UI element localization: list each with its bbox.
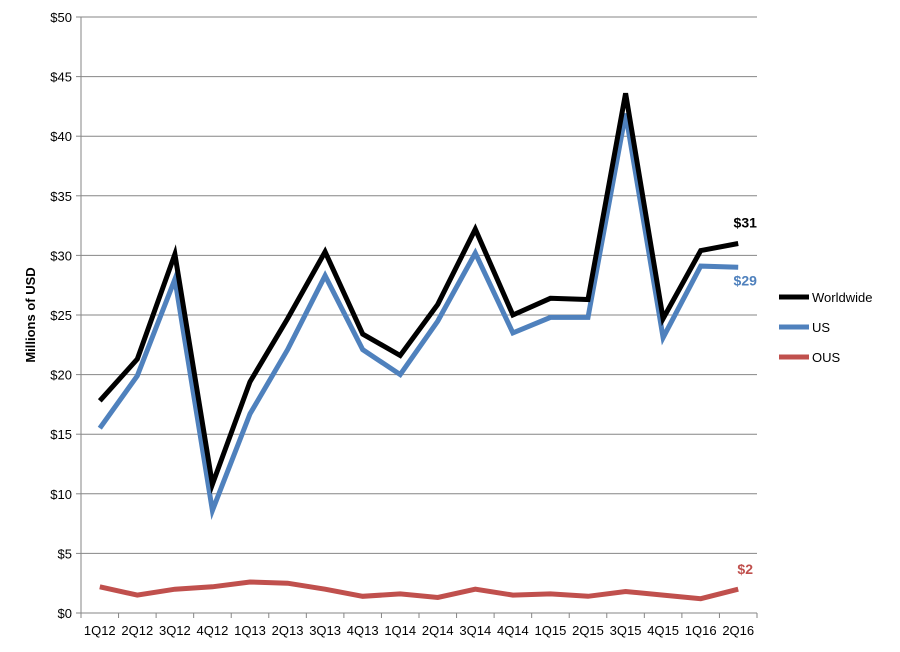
x-tick-label: 1Q16 [685, 623, 717, 638]
x-tick-label: 2Q16 [722, 623, 754, 638]
series-line-worldwide [97, 92, 739, 495]
x-tick-label: 1Q13 [234, 623, 266, 638]
end-label-us: $29 [734, 272, 758, 288]
y-axis-title: Millions of USD [23, 267, 38, 362]
y-tick-label: $5 [58, 546, 72, 561]
x-tick-label: 3Q14 [459, 623, 491, 638]
end-label-ous: $2 [737, 561, 753, 577]
y-tick-label: $40 [50, 129, 72, 144]
x-tick-label: 3Q12 [159, 623, 191, 638]
series-line-us [97, 113, 739, 520]
legend-label-worldwide: Worldwide [812, 290, 872, 305]
y-tick-label: $30 [50, 248, 72, 263]
y-tick-label: $35 [50, 189, 72, 204]
y-tick-label: $10 [50, 487, 72, 502]
y-tick-labels: $0 $5 $10 $15 $20 $25 $30 $35 $40 $45 $50 [50, 10, 72, 621]
x-tick-label: 1Q12 [84, 623, 116, 638]
x-tick-label: 4Q15 [647, 623, 679, 638]
x-tick-label: 4Q13 [347, 623, 379, 638]
x-tick-label: 2Q14 [422, 623, 454, 638]
x-tick-label: 1Q15 [535, 623, 567, 638]
end-label-worldwide: $31 [734, 214, 758, 230]
x-tick-label: 3Q15 [610, 623, 642, 638]
series-lines [97, 92, 739, 602]
legend-label-ous: OUS [812, 350, 841, 365]
x-tick-labels: 1Q12 2Q12 3Q12 4Q12 1Q13 2Q13 3Q13 4Q13 1Q14 2Q14… [84, 623, 754, 638]
y-tick-label: $0 [58, 606, 72, 621]
y-tick-label: $20 [50, 368, 72, 383]
y-tick-label: $45 [50, 70, 72, 85]
y-tick-label: $25 [50, 308, 72, 323]
x-tick-label: 2Q15 [572, 623, 604, 638]
legend-label-us: US [812, 320, 830, 335]
legend: Worldwide US OUS [779, 290, 872, 365]
series-line-ous [99, 579, 739, 602]
end-labels: $31 $29 $2 [734, 214, 758, 577]
x-tick-label: 4Q14 [497, 623, 529, 638]
x-tick-label: 2Q13 [272, 623, 304, 638]
x-tick-label: 2Q12 [121, 623, 153, 638]
y-tick-label: $15 [50, 427, 72, 442]
axes [76, 16, 758, 618]
x-tick-label: 1Q14 [384, 623, 416, 638]
x-tick-label: 4Q12 [197, 623, 229, 638]
y-tick-label: $50 [50, 10, 72, 25]
x-tick-label: 3Q13 [309, 623, 341, 638]
